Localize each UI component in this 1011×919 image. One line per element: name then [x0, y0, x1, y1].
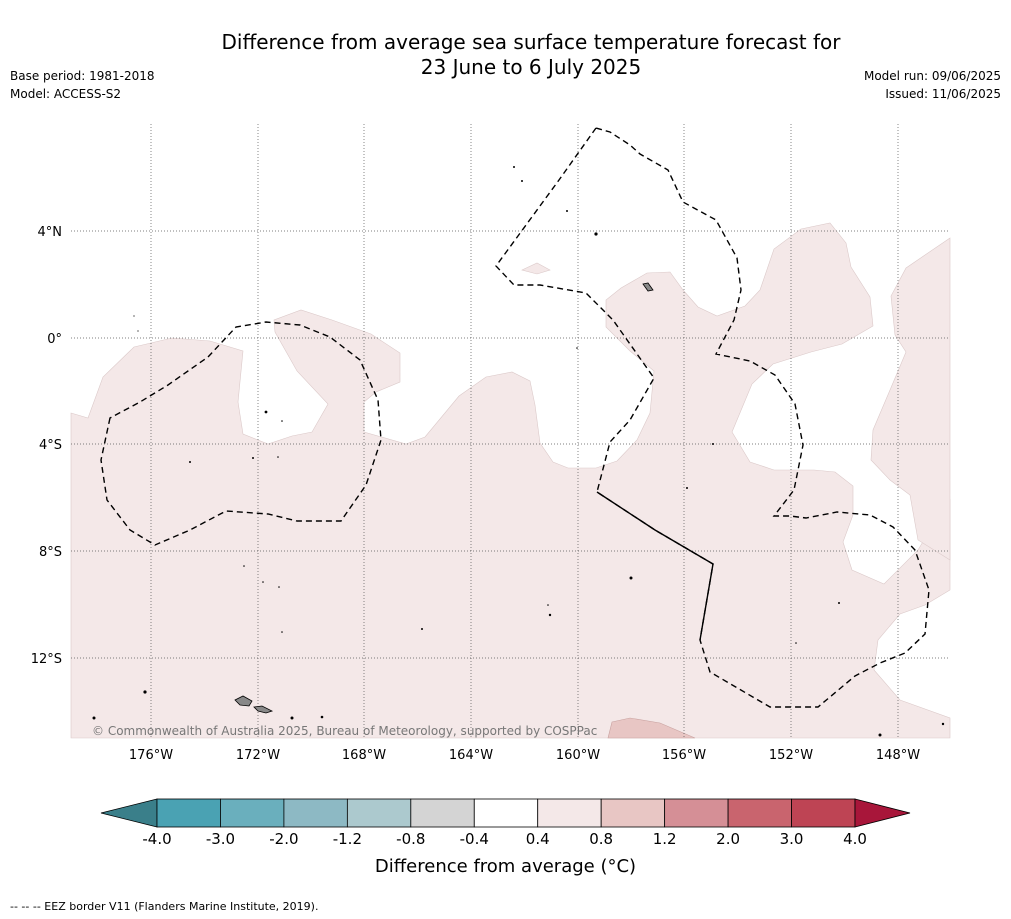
colorbar-tick-label: -3.0 — [206, 830, 235, 848]
islet — [941, 722, 945, 726]
model-name: Model: ACCESS-S2 — [10, 87, 122, 101]
longitude-label: 148°W — [876, 748, 920, 763]
islet — [143, 690, 147, 694]
islet — [133, 315, 135, 317]
islet — [92, 716, 96, 720]
eez-legend-note: -- -- -- EEZ border V11 (Flanders Marine… — [10, 900, 319, 913]
latitude-label: 8°S — [39, 545, 62, 560]
colorbar-tick-label: 4.0 — [843, 830, 867, 848]
anomaly-island-north — [521, 262, 551, 275]
longitude-labels: 176°W 172°W 168°W 164°W 160°W 156°W 152°W 148°W — [129, 748, 920, 763]
longitude-label: 168°W — [342, 748, 386, 763]
latitude-label: 4°S — [39, 438, 62, 453]
colorbar-swatch — [473, 798, 539, 828]
colorbar-swatch — [537, 798, 602, 828]
meta-right: Model run: 09/06/2025 Issued: 11/06/2025 — [864, 67, 1001, 103]
islet — [243, 565, 245, 567]
islet — [521, 180, 523, 182]
title-line-2: 23 June to 6 July 2025 — [420, 55, 642, 79]
colorbar-extend-high — [854, 798, 911, 828]
colorbar-swatch — [600, 798, 666, 828]
island-savaii — [253, 705, 274, 714]
colorbar-tick-label: 0.8 — [589, 830, 613, 848]
islet — [252, 457, 254, 459]
colorbar-tick-label: 3.0 — [780, 830, 804, 848]
colorbar-tick-label: -4.0 — [142, 830, 171, 848]
eez-border-north — [495, 127, 930, 708]
islet — [566, 210, 568, 212]
latitude-label: 4°N — [38, 225, 63, 240]
islet — [421, 628, 423, 630]
islet — [278, 586, 280, 588]
colorbar-tick-label: -0.4 — [460, 830, 489, 848]
islet — [594, 232, 598, 236]
colorbar-swatch — [283, 798, 348, 828]
colorbar-swatch — [791, 798, 856, 828]
colorbar-label: Difference from average (°C) — [374, 856, 637, 877]
islet — [576, 347, 578, 349]
meta-left: Base period: 1981-2018 Model: ACCESS-S2 — [10, 67, 155, 103]
eez-border-solid-segment — [596, 491, 714, 641]
islet — [513, 166, 515, 168]
island-small-1 — [642, 282, 654, 292]
issued-date: Issued: 11/06/2025 — [885, 87, 1001, 101]
islet — [189, 461, 191, 463]
colorbar-swatch — [220, 798, 285, 828]
map-title: Difference from average sea surface temp… — [0, 30, 1011, 80]
longitude-label: 176°W — [129, 748, 173, 763]
islet — [878, 733, 882, 737]
colorbar-tick-label: -2.0 — [269, 830, 298, 848]
islet — [629, 576, 633, 580]
islet — [264, 410, 268, 414]
anomaly-region-main — [70, 222, 951, 739]
latitude-label: 0° — [47, 332, 62, 347]
colorbar-tick-label: -1.2 — [333, 830, 362, 848]
islet — [320, 715, 324, 719]
islet — [262, 581, 264, 583]
longitude-label: 164°W — [449, 748, 493, 763]
longitude-label: 156°W — [662, 748, 706, 763]
islet — [548, 613, 552, 617]
colorbar-swatch — [410, 798, 475, 828]
latitude-labels: 4°N 0° 4°S 8°S 12°S — [31, 225, 62, 667]
latitude-label: 12°S — [31, 652, 62, 667]
title-line-1: Difference from average sea surface temp… — [221, 30, 841, 54]
islet — [547, 604, 549, 606]
anomaly-region-strong — [607, 717, 696, 739]
longitude-label: 152°W — [769, 748, 813, 763]
anomaly-region-east — [870, 237, 951, 561]
island-upolu — [234, 695, 253, 707]
longitude-label: 160°W — [556, 748, 600, 763]
colorbar: -4.0 -3.0 -2.0 -1.2 -0.8 -0.4 0.4 0.8 1.2 2.0 3.0 4… — [100, 798, 911, 848]
colorbar-tick-label: -0.8 — [396, 830, 425, 848]
islet — [686, 487, 688, 489]
base-period: Base period: 1981-2018 — [10, 69, 155, 83]
islet — [712, 443, 714, 445]
colorbar-tick-label: 2.0 — [716, 830, 740, 848]
colorbar-tick-label: 1.2 — [653, 830, 677, 848]
islet — [290, 716, 294, 720]
colorbar-extend-low — [100, 798, 158, 828]
longitude-label: 172°W — [236, 748, 280, 763]
islet — [137, 330, 139, 332]
islet — [281, 631, 283, 633]
islet — [281, 420, 283, 422]
colorbar-tick-label: 0.4 — [526, 830, 550, 848]
eez-border-west — [100, 321, 382, 546]
colorbar-swatch — [664, 798, 729, 828]
model-run: Model run: 09/06/2025 — [863, 69, 1001, 83]
colorbar-swatch — [156, 798, 221, 828]
islet — [838, 602, 840, 604]
colorbar-swatch — [727, 798, 792, 828]
islet — [277, 456, 279, 458]
copyright-notice: © Commonwealth of Australia 2025, Bureau… — [92, 724, 598, 738]
islet — [795, 642, 797, 644]
colorbar-swatch — [346, 798, 412, 828]
